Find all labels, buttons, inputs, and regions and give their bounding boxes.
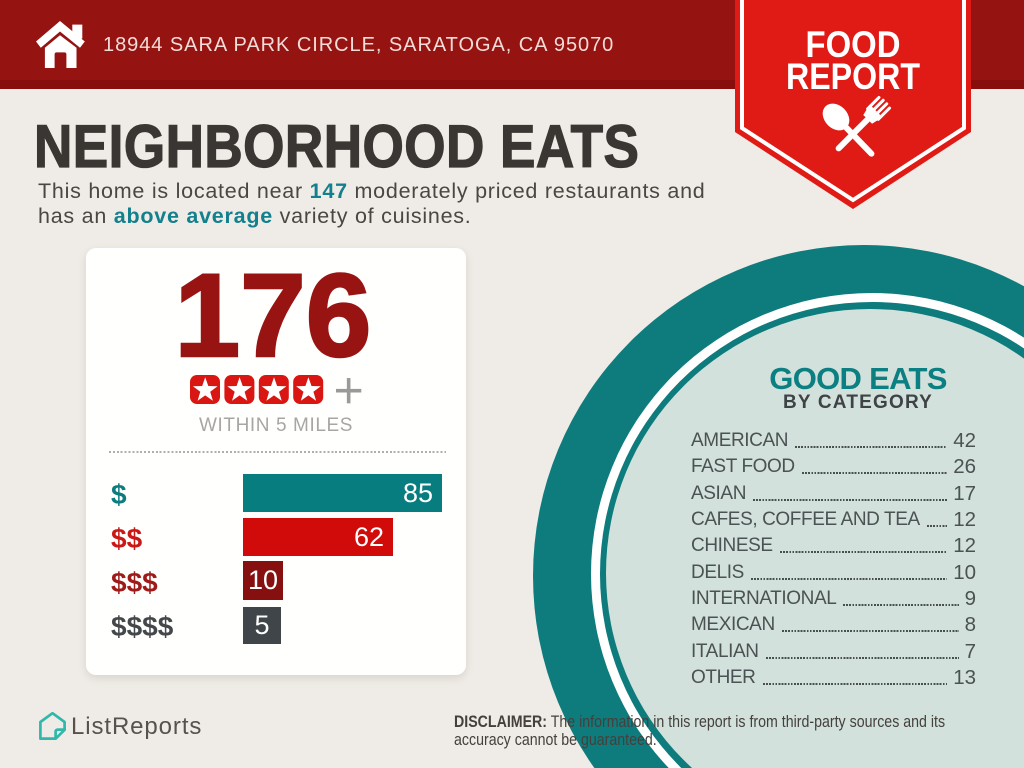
svg-text:FOOD: FOOD (806, 24, 901, 65)
svg-text:REPORT: REPORT (786, 56, 920, 97)
